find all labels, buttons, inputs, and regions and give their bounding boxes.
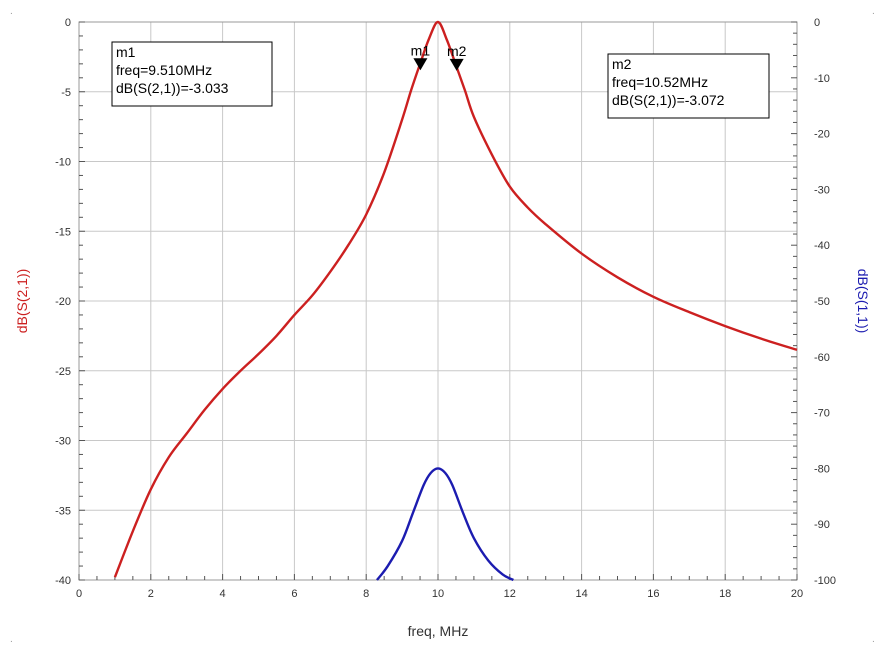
y-tick-label: -10	[55, 157, 71, 169]
y2-tick-label: -60	[814, 352, 830, 364]
y2-tick-label: -40	[814, 240, 830, 252]
marker-label: m1	[411, 42, 431, 58]
x-tick-label: 2	[148, 588, 154, 600]
marker-readout-line: dB(S(2,1))=-3.072	[612, 92, 725, 108]
y2-tick-label: -20	[814, 129, 830, 141]
corner-mark-bottom-right: .	[872, 634, 875, 645]
marker-readout-box	[111, 41, 273, 107]
marker-triangle[interactable]	[413, 58, 428, 71]
y-tick-label: -5	[61, 87, 71, 99]
y2-tick-label: -70	[814, 408, 830, 420]
series-lines	[113, 20, 798, 582]
x-axis-title: freq, MHz	[408, 623, 469, 639]
x-tick-label: 10	[432, 588, 444, 600]
corner-mark-top-left: .	[10, 6, 13, 17]
marker-label: m2	[447, 43, 467, 59]
x-tick-label: 18	[719, 588, 731, 600]
marker-readout-line: freq=10.52MHz	[612, 74, 708, 90]
y2-tick-label: -100	[814, 575, 836, 587]
x-tick-label: 14	[575, 588, 587, 600]
y-tick-label: 0	[65, 17, 71, 29]
y-tick-label: -40	[55, 575, 71, 587]
x-tick-labels: 0 2 4 6 8 10 12 14 16 18 20	[76, 588, 803, 600]
marker-readout-box	[607, 53, 770, 119]
corner-mark-top-right: .	[872, 6, 875, 17]
corner-mark-bottom-left: .	[10, 634, 13, 645]
marker-readout-line: m1	[116, 44, 136, 60]
y-tick-label: -30	[55, 436, 71, 448]
y2-tick-label: -80	[814, 463, 830, 475]
s11-line	[376, 467, 514, 582]
y-axis-title: dB(S(2,1))	[14, 269, 30, 334]
y-tick-label: -25	[55, 366, 71, 378]
x-tick-label: 8	[363, 588, 369, 600]
y-tick-label: -35	[55, 505, 71, 517]
y2-tick-label: -90	[814, 519, 830, 531]
x-tick-label: 0	[76, 588, 82, 600]
x-tick-label: 4	[220, 588, 226, 600]
y2-axis-title: dB(S(1,1))	[855, 269, 871, 334]
y2-tick-label: -30	[814, 184, 830, 196]
marker-triangle[interactable]	[449, 58, 464, 71]
marker-readouts: m1 freq=9.510MHz dB(S(2,1))=-3.033 m2 freq=1…	[111, 41, 770, 119]
y2-tick-labels: 0 -10 -20 -30 -40 -50 -60 -70 -80 -90 -100	[814, 17, 836, 587]
s21-line	[113, 20, 798, 578]
x-tick-label: 12	[504, 588, 516, 600]
y2-tick-label: 0	[814, 17, 820, 29]
y-tick-label: -15	[55, 226, 71, 238]
marker-readout-line: m2	[612, 56, 632, 72]
y2-tick-label: -50	[814, 296, 830, 308]
x-tick-label: 20	[791, 588, 803, 600]
marker-readout-line: freq=9.510MHz	[116, 62, 212, 78]
x-tick-label: 6	[291, 588, 297, 600]
y-tick-labels: 0 -5 -10 -15 -20 -25 -30 -35 -40	[55, 17, 71, 587]
x-tick-label: 16	[647, 588, 659, 600]
y2-tick-label: -10	[814, 73, 830, 85]
marker-readout-line: dB(S(2,1))=-3.033	[116, 80, 229, 96]
minor-ticks	[78, 21, 798, 581]
marker-triangles: m1 m2	[411, 42, 467, 71]
y-tick-label: -20	[55, 296, 71, 308]
